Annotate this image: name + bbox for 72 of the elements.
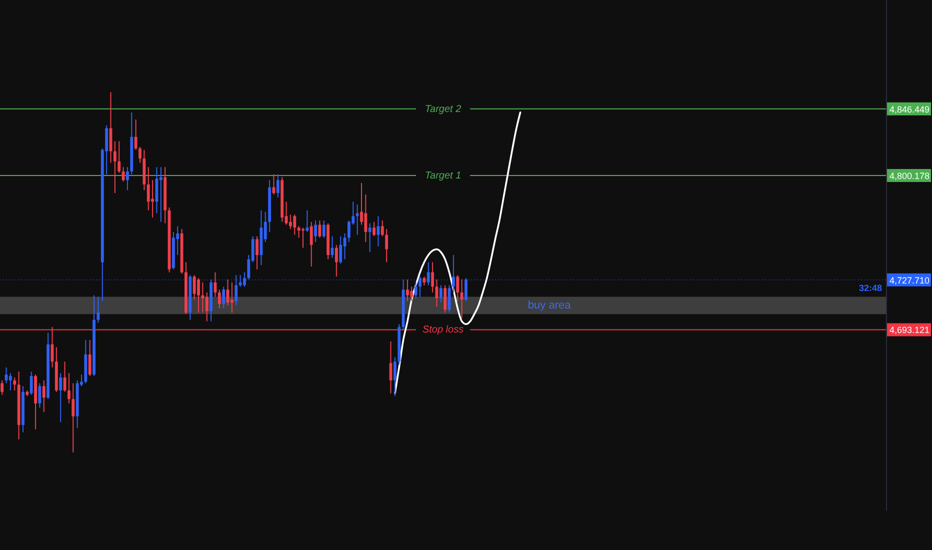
candlestick (348, 220, 350, 243)
candlestick (118, 140, 121, 174)
candlestick (197, 278, 200, 314)
candlestick (410, 286, 414, 302)
candlestick (126, 166, 129, 191)
candlestick (431, 262, 434, 293)
y-tick-label: 4,846.449 (889, 104, 930, 114)
candlestick (222, 286, 226, 309)
candlestick (368, 222, 372, 253)
candlestick (59, 372, 62, 423)
candlestick (306, 210, 309, 232)
candlestick (385, 228, 388, 263)
candlestick (356, 204, 359, 236)
annotation: 32:48 (858, 282, 882, 293)
ref-line-label: Stop loss (422, 324, 464, 336)
candlestick (322, 220, 326, 238)
candlestick (464, 278, 468, 302)
candlestick (234, 274, 238, 306)
candlestick (159, 166, 162, 222)
candlestick (218, 289, 221, 309)
candlestick (334, 244, 338, 278)
candlestick (460, 278, 464, 319)
candlestick (452, 254, 455, 293)
candlestick (343, 232, 346, 260)
candlestick (310, 221, 313, 268)
candlestick (372, 221, 376, 237)
candlestick (380, 220, 384, 237)
candlestick (364, 194, 368, 243)
candlestick (192, 274, 196, 300)
candlestick (406, 278, 409, 302)
band-label: buy area (528, 299, 572, 312)
candlestick (8, 372, 12, 391)
candlestick (297, 226, 300, 238)
y-tick-label: 4,693.121 (889, 325, 930, 336)
candlestick (122, 166, 125, 182)
ref-line-label: Target 2 (424, 104, 462, 115)
ref-line-label: Target 1 (424, 170, 462, 182)
candlestick (393, 356, 396, 397)
candlestick (230, 282, 234, 314)
candlestick (288, 214, 292, 230)
candlestick (456, 274, 460, 302)
candlestick (13, 376, 16, 391)
candlestick (414, 282, 418, 299)
y-tick-label: 4,800.178 (889, 171, 930, 182)
candlestick (72, 382, 75, 453)
candlestick (276, 174, 280, 198)
candlestick (256, 236, 258, 270)
candlestick (314, 220, 317, 243)
candlestick (30, 371, 33, 396)
candlestick (138, 146, 142, 164)
candlestick (0, 380, 4, 396)
candlestick (88, 340, 92, 377)
candlestick (238, 274, 242, 288)
candlestick (302, 227, 304, 248)
candlestick (418, 276, 422, 298)
candlestick (243, 272, 246, 288)
candlestick (96, 296, 100, 324)
y-tick-label: 4,727.710 (889, 275, 930, 286)
candlestick (134, 119, 138, 150)
candlestick (339, 236, 342, 264)
candlestick (426, 262, 430, 286)
candlestick (67, 372, 70, 404)
candlestick (444, 284, 447, 314)
candlestick (38, 382, 42, 408)
candlestick (4, 366, 8, 384)
candlestick (42, 380, 46, 413)
candlestick (318, 220, 322, 238)
candlestick (439, 284, 442, 304)
candlestick (205, 292, 208, 322)
candlestick (146, 166, 150, 211)
candlestick (113, 140, 116, 194)
candlestick (293, 214, 296, 236)
